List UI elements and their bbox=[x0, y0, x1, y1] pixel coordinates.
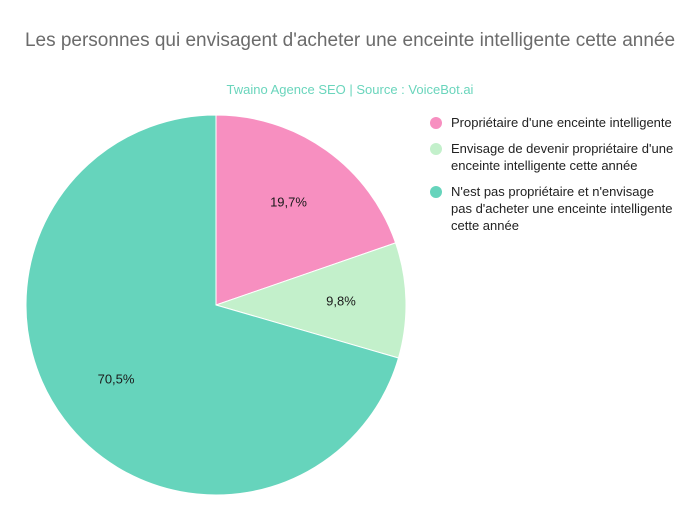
chart-title: Les personnes qui envisagent d'acheter u… bbox=[24, 30, 676, 51]
pie-slice-not-owner[interactable] bbox=[25, 114, 400, 496]
pie-slice-considering[interactable] bbox=[214, 242, 407, 359]
legend-item-not-owner[interactable]: N'est pas propriétaire et n'envisage pas… bbox=[430, 183, 675, 234]
pie-slice-owner[interactable] bbox=[215, 114, 397, 306]
legend-item-owner[interactable]: Propriétaire d'une enceinte intelligente bbox=[430, 114, 675, 131]
chart-subtitle: Twaino Agence SEO | Source : VoiceBot.ai bbox=[226, 82, 474, 97]
legend-swatch-owner bbox=[430, 117, 442, 129]
slice-value-label-considering: 9,8% bbox=[326, 293, 356, 308]
legend-swatch-considering bbox=[430, 143, 442, 155]
slice-value-label-not-owner: 70,5% bbox=[98, 371, 135, 386]
legend-label-considering: Envisage de devenir propriétaire d'une e… bbox=[451, 141, 674, 173]
legend-item-considering[interactable]: Envisage de devenir propriétaire d'une e… bbox=[430, 140, 675, 174]
legend-label-owner: Propriétaire d'une enceinte intelligente bbox=[451, 115, 672, 130]
slice-value-label-owner: 19,7% bbox=[270, 195, 307, 210]
legend: Propriétaire d'une enceinte intelligente… bbox=[430, 114, 675, 243]
legend-label-not-owner: N'est pas propriétaire et n'envisage pas… bbox=[451, 184, 673, 233]
legend-swatch-not-owner bbox=[430, 186, 442, 198]
